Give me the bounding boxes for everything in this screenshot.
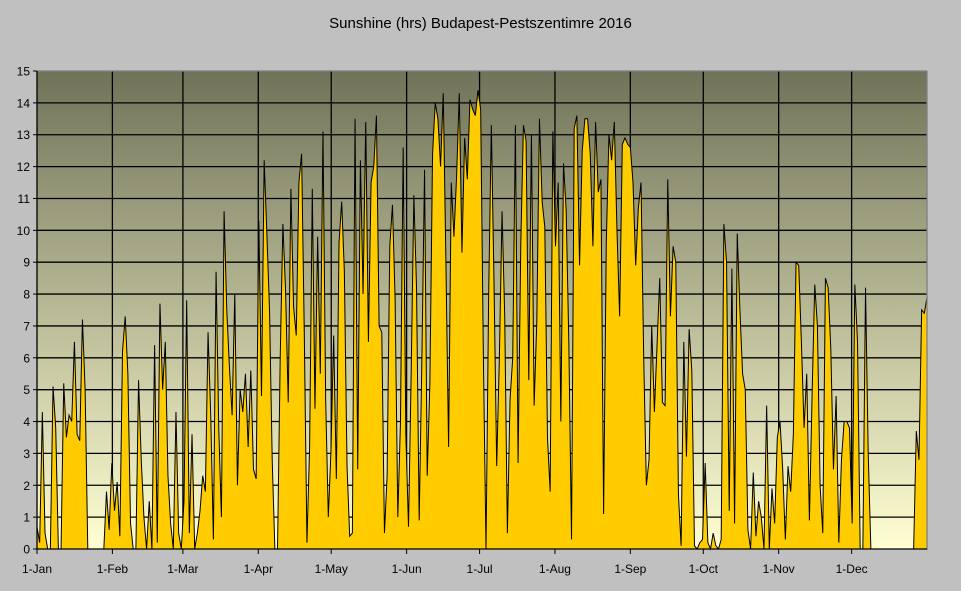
y-tick-label: 11 (18, 192, 31, 206)
x-tick-label: 1-Jun (392, 562, 422, 576)
x-tick-label: 1-Apr (244, 562, 273, 576)
y-tick-label: 1 (23, 511, 30, 525)
x-tick-label: 1-Feb (97, 562, 129, 576)
y-tick-label: 4 (23, 415, 30, 429)
x-tick-label: 1-Dec (836, 562, 868, 576)
chart-title: Sunshine (hrs) Budapest-Pestszentimre 20… (329, 15, 632, 32)
y-tick-label: 15 (17, 65, 31, 79)
y-tick-label: 13 (17, 128, 31, 142)
y-tick-label: 10 (17, 224, 31, 238)
x-tick-label: 1-May (315, 562, 348, 576)
y-tick-label: 5 (23, 383, 30, 397)
y-tick-label: 0 (23, 543, 30, 557)
x-tick-label: 1-Jan (22, 562, 52, 576)
x-tick-label: 1-Oct (689, 562, 719, 576)
x-tick-label: 1-Nov (763, 562, 795, 576)
y-tick-label: 2 (23, 479, 30, 493)
y-tick-label: 12 (17, 160, 31, 174)
x-tick-label: 1-Sep (614, 562, 646, 576)
series-area-sunshine (36, 90, 928, 551)
y-tick-label: 7 (23, 319, 30, 333)
data-area (36, 90, 928, 551)
x-tick-label: 1-Jul (467, 562, 493, 576)
x-tick-label: 1-Aug (539, 562, 571, 576)
y-tick-label: 14 (17, 96, 31, 110)
y-tick-label: 6 (23, 351, 30, 365)
y-tick-label: 8 (23, 288, 30, 302)
y-tick-label: 9 (23, 256, 30, 270)
y-tick-label: 3 (23, 447, 30, 461)
x-tick-label: 1-Mar (167, 562, 198, 576)
